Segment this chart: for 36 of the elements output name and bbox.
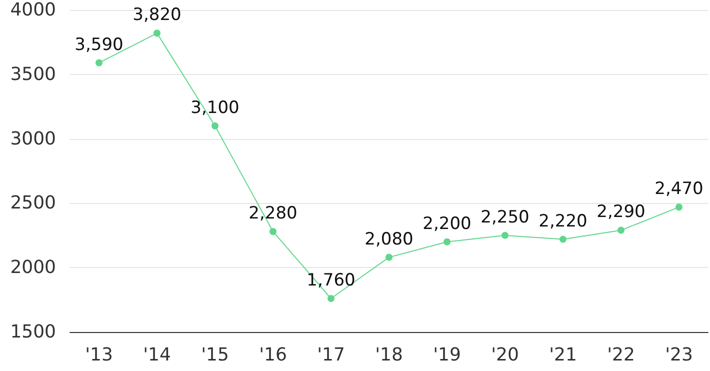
point — [328, 295, 334, 302]
data-label: 2,200 — [422, 214, 472, 234]
data-label: 2,220 — [538, 211, 588, 232]
point — [270, 228, 276, 236]
y-tick-label: 4000 — [10, 0, 56, 20]
x-tick-label: '13 — [85, 344, 113, 366]
x-tick-label: '15 — [201, 344, 229, 366]
x-tick-label: '23 — [665, 344, 693, 366]
x-tick-label: '17 — [317, 344, 345, 366]
point — [154, 30, 160, 37]
point — [386, 254, 392, 261]
y-tick-label: 3500 — [10, 64, 56, 85]
point — [560, 236, 566, 243]
data-label: 3,590 — [74, 34, 124, 55]
data-label: 2,080 — [364, 229, 414, 250]
x-tick-label: '19 — [433, 344, 461, 366]
x-tick-label: '21 — [549, 344, 577, 366]
point — [502, 232, 508, 239]
y-tick-label: 1500 — [10, 322, 56, 342]
data-label: 2,470 — [654, 179, 704, 200]
point — [676, 204, 682, 211]
y-tick-label: 3000 — [10, 128, 56, 150]
y-tick-label: 2000 — [10, 257, 56, 278]
data-label: 2,290 — [596, 202, 646, 222]
point — [96, 59, 102, 66]
x-tick-label: '18 — [375, 344, 403, 366]
x-tick-label: '22 — [607, 344, 635, 366]
x-tick-label: '16 — [259, 344, 287, 366]
x-tick-label: '20 — [491, 344, 519, 366]
point — [618, 226, 624, 234]
data-label: 3,820 — [132, 5, 182, 26]
point — [444, 238, 450, 246]
y-tick-label: 2500 — [10, 192, 56, 214]
data-label: 2,250 — [480, 207, 530, 228]
point — [212, 122, 218, 130]
x-tick-label: '14 — [143, 344, 171, 366]
